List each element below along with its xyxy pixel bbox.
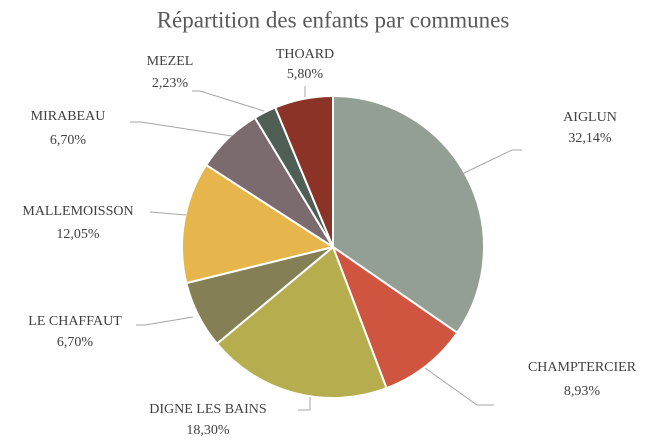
leader-line (130, 121, 233, 137)
slice-value-label: 8,93% (564, 384, 601, 399)
pie-slice (181, 163, 336, 285)
slice-label: CHAMPTERCIER (528, 360, 637, 375)
slice-label: MIRABEAU (31, 109, 106, 124)
leader-line (136, 316, 194, 326)
pie-slice (273, 94, 334, 248)
slice-label: LE CHAFFAUT (28, 314, 122, 329)
leader-line (424, 367, 494, 406)
slice-value-label: 18,30% (186, 423, 230, 438)
leader-line (192, 90, 265, 112)
pie-slice (330, 244, 459, 390)
slice-value-label: 2,23% (152, 76, 189, 91)
slice-label: THOARD (276, 47, 334, 62)
slice-label: MALLEMOISSON (22, 204, 133, 219)
slice-value-label: 5,80% (287, 67, 324, 82)
slice-value-label: 12,05% (56, 227, 100, 242)
pie-slice (332, 94, 485, 335)
slice-label: MEZEL (147, 54, 194, 69)
leader-line (298, 397, 311, 411)
slice-label: AIGLUN (563, 110, 617, 125)
slice-value-label: 32,14% (568, 131, 612, 146)
pie-slice (215, 245, 388, 399)
slice-label: DIGNE LES BAINS (149, 402, 266, 417)
slice-value-label: 6,70% (50, 133, 87, 148)
chart-title: Répartition des enfants par communes (157, 7, 510, 32)
slice-value-label: 6,70% (57, 335, 94, 350)
leader-line (149, 211, 187, 216)
leader-line (461, 149, 522, 175)
